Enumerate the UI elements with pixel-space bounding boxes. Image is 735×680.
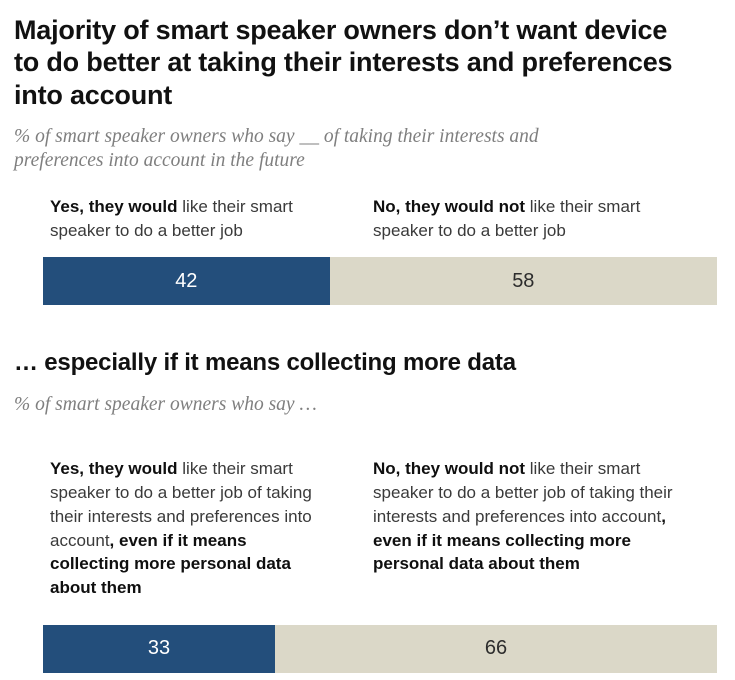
chart1-stacked-bar: 42 58	[43, 257, 717, 306]
chart2-subtitle-text: % of smart speaker owners who say …	[14, 394, 317, 416]
chart1-label-yes-text: Yes, they would like their smart speaker…	[50, 195, 324, 243]
chart2-label-no-text: No, they would not like their smart spea…	[373, 457, 695, 576]
chart2-label-yes: Yes, they would like their smart speaker…	[43, 457, 373, 600]
page-title-line-1: Majority of smart speaker owners don’t w…	[14, 15, 668, 45]
page-title: Majority of smart speaker owners don’t w…	[14, 14, 721, 111]
chart1-subtitle-line-2: preferences into account in the future	[14, 149, 305, 171]
chart2-segment-no: 66	[275, 624, 717, 673]
chart1-segment-yes: 42	[43, 257, 330, 306]
chart2-segment-yes: 33	[43, 624, 276, 673]
chart1-label-no-text: No, they would not like their smart spea…	[373, 195, 695, 243]
chart1-value-no: 58	[512, 269, 535, 292]
chart2-value-no: 66	[484, 637, 508, 660]
chart2-label-yes-bold2: , even if it means collecting more perso…	[50, 530, 291, 598]
chart1-labels-row: Yes, they would like their smart speaker…	[43, 195, 717, 243]
chart2-value-yes: 33	[147, 637, 171, 660]
chart2-title: … especially if it means collecting more…	[14, 349, 516, 377]
chart2-subtitle: % of smart speaker owners who say …	[14, 393, 721, 417]
chart2-label-no-bold2: , even if it means collecting more perso…	[373, 506, 666, 574]
page-title-line-2: to do better at taking their interests a…	[14, 47, 673, 78]
chart2-label-yes-rest: like their smart speaker to do a better …	[50, 459, 312, 550]
page-title-line-3: into account	[14, 79, 173, 110]
chart1-value-yes: 42	[175, 269, 198, 292]
chart2: Yes, they would like their smart speaker…	[43, 457, 717, 673]
chart2-label-no-rest: like their smart speaker to do a better …	[373, 459, 673, 526]
chart1-label-no: No, they would not like their smart spea…	[373, 195, 703, 243]
chart1-label-no-rest: like their smart speaker to do a better …	[373, 196, 641, 240]
chart2-label-yes-bold: Yes, they would	[50, 459, 178, 479]
chart2-stacked-bar: 33 66	[43, 624, 717, 673]
chart1-segment-no: 58	[329, 257, 717, 306]
chart2-labels-row: Yes, they would like their smart speaker…	[43, 457, 717, 600]
chart1-label-no-bold: No, they would not	[373, 196, 526, 216]
chart2-label-no-bold: No, they would not	[373, 459, 526, 479]
chart1-subtitle-line-1: % of smart speaker owners who say __ of …	[14, 126, 539, 148]
chart1-subtitle: % of smart speaker owners who say __ of …	[14, 125, 721, 173]
chart2-label-no: No, they would not like their smart spea…	[373, 457, 703, 600]
chart1-label-yes: Yes, they would like their smart speaker…	[43, 195, 373, 243]
chart1: Yes, they would like their smart speaker…	[43, 195, 717, 306]
chart2-label-yes-text: Yes, they would like their smart speaker…	[50, 457, 324, 600]
chart1-label-yes-bold: Yes, they would	[50, 196, 178, 216]
chart1-label-yes-rest: like their smart speaker to do a better …	[50, 196, 293, 240]
